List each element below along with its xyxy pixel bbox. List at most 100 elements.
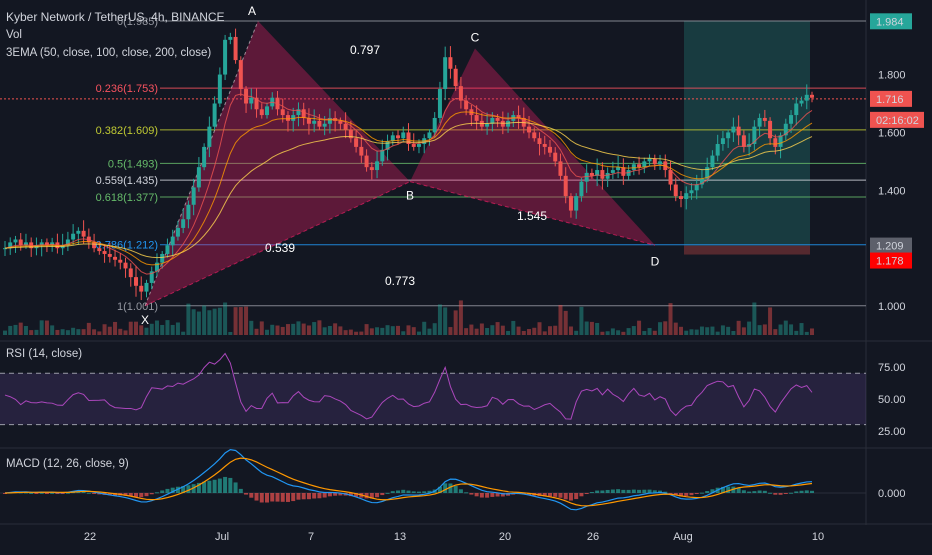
volume-bar: [238, 307, 243, 335]
macd-histogram-bar: [411, 491, 416, 493]
candle-body: [810, 94, 814, 98]
volume-bar: [563, 310, 568, 335]
macd-histogram-bar: [249, 493, 254, 498]
volume-bar: [768, 307, 773, 335]
candle-body: [165, 245, 170, 254]
volume-bar: [154, 320, 159, 335]
volume-bar: [149, 323, 154, 335]
macd-histogram-bar: [181, 486, 186, 493]
price-tick-label: 1.600: [878, 127, 906, 139]
macd-histogram-bar: [762, 490, 767, 493]
volume-bar: [401, 331, 406, 335]
candle-body: [605, 172, 610, 179]
macd-histogram-bar: [123, 493, 128, 496]
price-tick-label: 1.000: [878, 301, 906, 313]
volume-bar: [306, 325, 311, 335]
candle-body: [3, 248, 7, 250]
macd-histogram-bar: [443, 483, 448, 493]
volume-bar: [233, 307, 238, 335]
volume-bar: [668, 303, 673, 335]
macd-histogram-bar: [705, 491, 710, 493]
macd-histogram-bar: [773, 493, 778, 495]
macd-histogram-bar: [794, 491, 799, 493]
candle-body: [731, 126, 736, 133]
candle-body: [238, 60, 243, 90]
volume-bar: [71, 327, 76, 335]
fib-label: 0(1.985): [117, 16, 158, 28]
macd-histogram-bar: [490, 493, 495, 497]
volume-bar: [678, 326, 683, 335]
candle-body: [13, 239, 18, 243]
candle-body: [380, 149, 385, 162]
macd-histogram-bar: [642, 489, 647, 493]
volume-bar: [506, 330, 511, 335]
candle-body: [610, 170, 615, 173]
volume-bar: [715, 331, 720, 335]
macd-histogram-bar: [238, 488, 243, 493]
macd-histogram-bar: [589, 492, 594, 494]
candle-body: [432, 117, 437, 133]
macd-histogram-bar: [563, 493, 568, 500]
candle-body: [348, 129, 353, 139]
candle-body: [369, 167, 374, 171]
macd-histogram-bar: [579, 493, 584, 497]
volume-bar: [86, 322, 91, 335]
candle-body: [710, 155, 715, 168]
candle-body: [789, 115, 794, 124]
candle-body: [726, 132, 731, 139]
macd-histogram-bar: [736, 487, 741, 493]
macd-histogram-bar: [789, 492, 794, 494]
volume-bar: [658, 322, 663, 335]
macd-histogram-bar: [553, 493, 558, 497]
candle-body: [186, 204, 191, 220]
volume-bar: [464, 328, 469, 335]
candle-body: [416, 144, 421, 147]
macd-histogram-bar: [741, 490, 746, 493]
macd-histogram-bar: [212, 479, 217, 493]
rsi-tick-label: 75.00: [878, 362, 906, 374]
volume-bar: [495, 322, 500, 335]
candle-body: [642, 161, 647, 168]
macd-histogram-bar: [86, 492, 91, 494]
volume-bar: [516, 326, 521, 335]
volume-label: Vol: [6, 29, 22, 41]
macd-histogram-bar: [652, 490, 657, 493]
macd-histogram-bar: [196, 482, 201, 493]
volume-bar: [170, 324, 175, 335]
macd-histogram-bar: [385, 492, 390, 494]
price-tag: [870, 252, 912, 269]
candle-body: [102, 251, 107, 254]
volume-bar: [752, 302, 757, 335]
macd-histogram-bar: [448, 483, 453, 493]
macd-histogram-bar: [527, 493, 532, 496]
candle-body: [207, 126, 212, 147]
volume-bar: [699, 326, 704, 335]
volume-bar: [139, 325, 144, 335]
price-tag-label: 1.209: [876, 241, 904, 253]
volume-bar: [23, 326, 28, 335]
candle-body: [385, 141, 390, 150]
volume-bar: [720, 325, 725, 335]
fib-label: 0.559(1.435): [96, 175, 158, 187]
candle-body: [705, 167, 710, 179]
volume-bar: [44, 320, 49, 335]
macd-histogram-bar: [223, 476, 228, 493]
ema-line: [4, 121, 813, 259]
volume-bar: [469, 324, 474, 335]
macd-line: [4, 449, 813, 511]
volume-bar: [532, 327, 537, 335]
candle-body: [191, 187, 196, 205]
candle-body: [673, 184, 678, 197]
candle-body: [668, 170, 673, 185]
price-tick-label: 1.800: [878, 70, 906, 82]
candle-body: [154, 262, 159, 272]
volume-bar: [422, 321, 427, 335]
candle-body: [118, 259, 123, 263]
macd-histogram-bar: [207, 480, 212, 493]
harmonic-line: [409, 181, 656, 246]
candle-body: [128, 268, 133, 278]
candle-body: [401, 132, 406, 139]
macd-histogram-bar: [354, 493, 359, 497]
